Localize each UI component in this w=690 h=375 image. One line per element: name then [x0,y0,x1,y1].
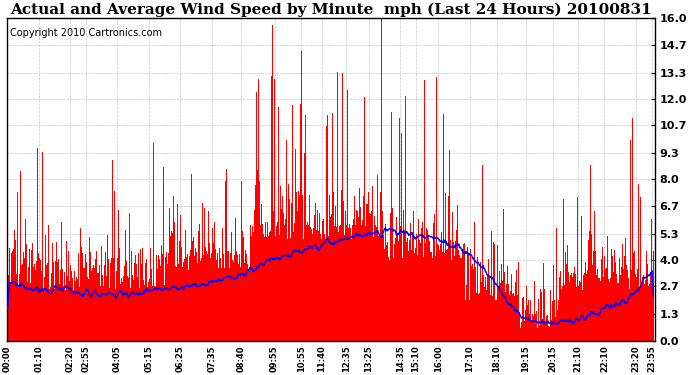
Title: Actual and Average Wind Speed by Minute  mph (Last 24 Hours) 20100831: Actual and Average Wind Speed by Minute … [10,3,651,17]
Text: Copyright 2010 Cartronics.com: Copyright 2010 Cartronics.com [10,28,161,38]
